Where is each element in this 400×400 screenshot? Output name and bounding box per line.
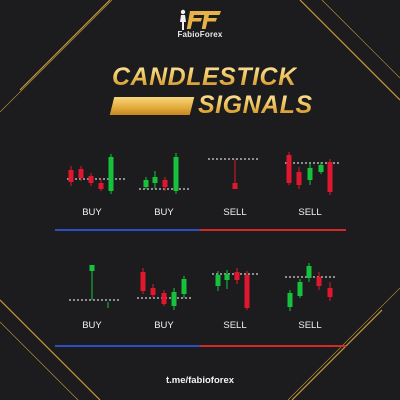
buy-pattern-4-icon <box>137 268 191 310</box>
sell-divider-line <box>200 345 346 347</box>
buy-divider-line <box>55 229 200 231</box>
pattern-label: BUY <box>154 320 174 331</box>
pattern-label: SELL <box>223 207 247 218</box>
pattern-sell-3 <box>200 262 270 312</box>
pattern-label: BUY <box>82 320 102 331</box>
sell-pattern-1-icon <box>208 158 260 189</box>
pattern-sell-4 <box>275 262 345 312</box>
pattern-buy-2 <box>129 147 199 197</box>
title-line-2: SIGNALS <box>198 91 313 119</box>
sell-pattern-2-icon <box>285 152 339 195</box>
pattern-buy-3 <box>57 262 127 312</box>
ff-logo-icon <box>180 9 221 30</box>
pattern-sell-2 <box>275 147 345 197</box>
pattern-label: SELL <box>298 207 322 218</box>
brand-logo: FabioForex <box>0 8 400 39</box>
buy-pattern-3-icon <box>69 265 119 308</box>
buy-pattern-1-icon <box>67 154 125 194</box>
pattern-label: SELL <box>223 320 247 331</box>
pattern-buy-1 <box>57 147 127 197</box>
title-line-1: CANDLESTICK <box>112 63 297 91</box>
pattern-label: BUY <box>154 207 174 218</box>
poster-title: CANDLESTICK SIGNALS <box>104 62 312 122</box>
brand-name: FabioForex <box>177 30 223 39</box>
sell-divider-line <box>200 229 346 231</box>
buy-pattern-2-icon <box>139 153 191 194</box>
pattern-label: BUY <box>82 207 102 218</box>
sell-pattern-4-icon <box>285 263 335 311</box>
buy-divider-line <box>55 345 200 347</box>
pattern-buy-4 <box>129 262 199 312</box>
sell-pattern-3-icon <box>212 268 258 310</box>
title-gold-bar <box>109 97 195 115</box>
pattern-sell-1 <box>200 147 270 197</box>
pattern-label: SELL <box>298 320 322 331</box>
telegram-link[interactable]: t.me/fabioforex <box>165 375 235 386</box>
